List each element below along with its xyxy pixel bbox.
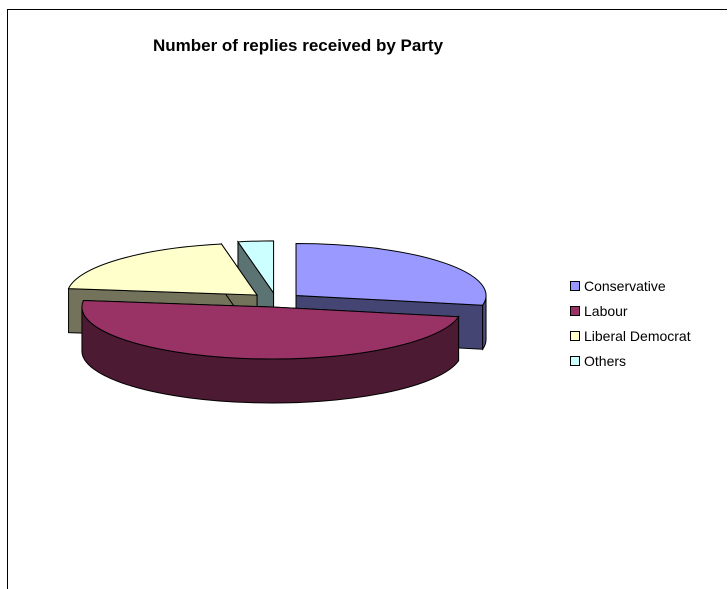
pie-slice-conservative-top	[295, 242, 487, 306]
legend-item-labour: Labour	[564, 298, 727, 323]
legend-swatch-liberal-democrat	[570, 330, 580, 341]
legend-item-liberal-democrat: Liberal Democrat	[564, 323, 727, 348]
legend-swatch-others	[570, 355, 580, 366]
legend-item-conservative: Conservative	[564, 273, 727, 298]
pie-chart	[67, 240, 487, 404]
legend-label-conservative: Conservative	[584, 277, 666, 294]
legend-swatch-labour	[570, 305, 580, 316]
legend-item-others: Others	[564, 348, 727, 373]
legend-swatch-conservative	[570, 280, 580, 291]
legend: Conservative Labour Liberal Democrat Oth…	[564, 273, 727, 373]
pie-slice-others-top	[237, 240, 275, 295]
legend-label-liberal-democrat: Liberal Democrat	[584, 327, 691, 344]
pie-slice-liberal-democrat-top	[67, 243, 259, 296]
pie-slice-labour	[81, 299, 460, 404]
pie-slice-labour-top	[81, 299, 460, 360]
legend-label-others: Others	[584, 352, 627, 369]
chart-title: Number of replies received by Party	[152, 36, 444, 55]
legend-label-labour: Labour	[584, 302, 628, 319]
chart-frame: Number of replies received by Party Cons…	[7, 9, 727, 589]
